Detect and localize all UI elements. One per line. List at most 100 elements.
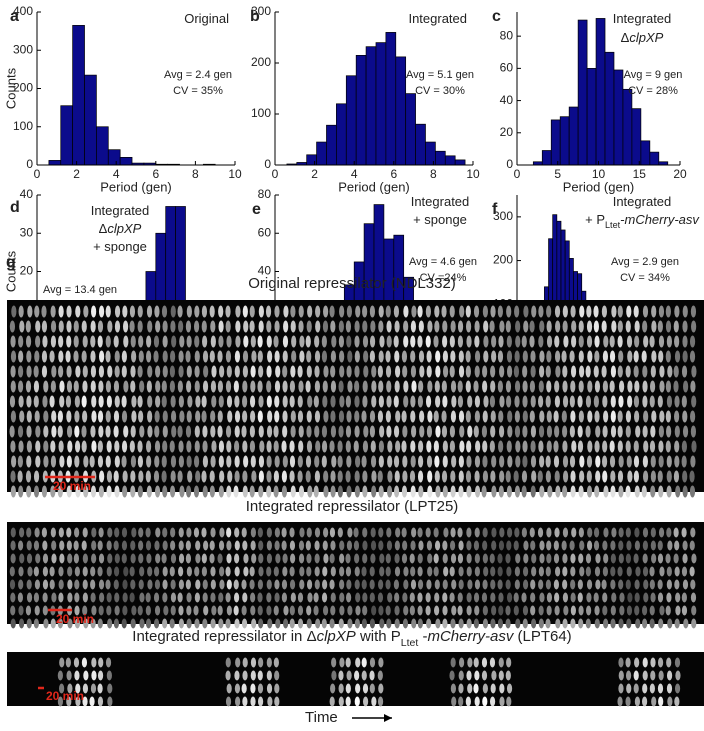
- cell: [634, 320, 640, 333]
- cell: [186, 527, 192, 538]
- cell: [314, 470, 321, 483]
- cell: [617, 305, 623, 318]
- cell: [170, 410, 177, 423]
- cell: [409, 470, 416, 483]
- cell: [457, 335, 464, 348]
- cell: [306, 410, 312, 423]
- cell: [586, 579, 593, 590]
- x-axis-label: Period (gen): [563, 179, 635, 194]
- cell: [666, 566, 672, 577]
- cell: [689, 350, 696, 363]
- cell: [218, 335, 224, 348]
- cell: [162, 618, 168, 629]
- panel-letter: a: [10, 8, 19, 25]
- cell: [73, 380, 79, 393]
- cell: [523, 553, 529, 564]
- cell: [474, 395, 481, 408]
- cell: [33, 395, 39, 408]
- cell: [297, 455, 303, 468]
- cell: [593, 365, 599, 378]
- cell: [59, 540, 65, 551]
- annotation: Integrated: [613, 11, 672, 26]
- cell: [530, 605, 536, 616]
- cell: [9, 566, 15, 577]
- cell: [402, 592, 408, 603]
- cell: [90, 335, 96, 348]
- cell: [497, 566, 503, 577]
- cell: [257, 410, 263, 423]
- cell: [441, 305, 447, 318]
- cell: [314, 425, 320, 438]
- cell: [105, 425, 111, 438]
- cell: [505, 380, 512, 393]
- cell: [410, 365, 417, 378]
- cell: [466, 455, 472, 468]
- cell: [209, 305, 215, 318]
- cell: [449, 670, 455, 681]
- cell: [75, 696, 81, 707]
- cell: [315, 440, 321, 453]
- cell: [689, 470, 695, 483]
- cell: [530, 395, 536, 408]
- scale-bar-label: 20 min: [46, 689, 84, 703]
- cell: [257, 335, 263, 348]
- cell: [371, 485, 377, 498]
- cell: [553, 540, 559, 551]
- cell: [450, 618, 456, 629]
- cell: [562, 592, 569, 603]
- cell: [387, 592, 393, 603]
- cell: [610, 605, 616, 616]
- cell: [594, 380, 601, 393]
- cell: [642, 425, 648, 438]
- cell: [169, 440, 175, 453]
- cell: [651, 553, 657, 564]
- bar: [586, 68, 597, 166]
- cell: [298, 553, 305, 564]
- cell: [234, 553, 240, 564]
- cell: [674, 425, 680, 438]
- cell: [658, 440, 664, 453]
- cell: [531, 470, 537, 483]
- cell: [154, 579, 161, 590]
- cell: [155, 395, 161, 408]
- cell: [107, 553, 113, 564]
- cell: [123, 380, 129, 393]
- cell: [331, 670, 337, 681]
- text-segment: -mCherry-asv: [620, 212, 700, 227]
- cell: [210, 618, 216, 629]
- cell: [570, 365, 577, 378]
- cell: [226, 683, 232, 694]
- cell: [258, 320, 264, 333]
- cell: [130, 618, 136, 629]
- cell: [122, 470, 128, 483]
- cell: [515, 440, 521, 453]
- cell: [618, 350, 624, 363]
- cell: [393, 395, 399, 408]
- cell: [529, 380, 536, 393]
- cell: [649, 380, 656, 393]
- cell: [299, 566, 305, 577]
- cell: [562, 527, 569, 538]
- cell: [513, 592, 519, 603]
- cell: [610, 553, 616, 564]
- cell: [81, 425, 87, 438]
- cell: [411, 618, 417, 629]
- cell: [114, 485, 120, 498]
- cell: [427, 566, 433, 577]
- cell: [242, 485, 248, 498]
- cell: [450, 683, 456, 694]
- cell: [322, 320, 329, 333]
- cell: [466, 335, 472, 348]
- stat-label: Avg = 4.6 gen: [409, 256, 477, 268]
- cell: [674, 579, 680, 590]
- cell: [234, 540, 240, 551]
- cell: [225, 696, 232, 707]
- cell: [627, 380, 633, 393]
- cell: [498, 335, 504, 348]
- cell: [74, 455, 80, 468]
- panel-letter: g: [6, 254, 16, 271]
- y-tick-label: 40: [258, 264, 272, 278]
- cell: [386, 485, 393, 498]
- cell: [554, 566, 561, 577]
- annotation: Original: [184, 11, 229, 26]
